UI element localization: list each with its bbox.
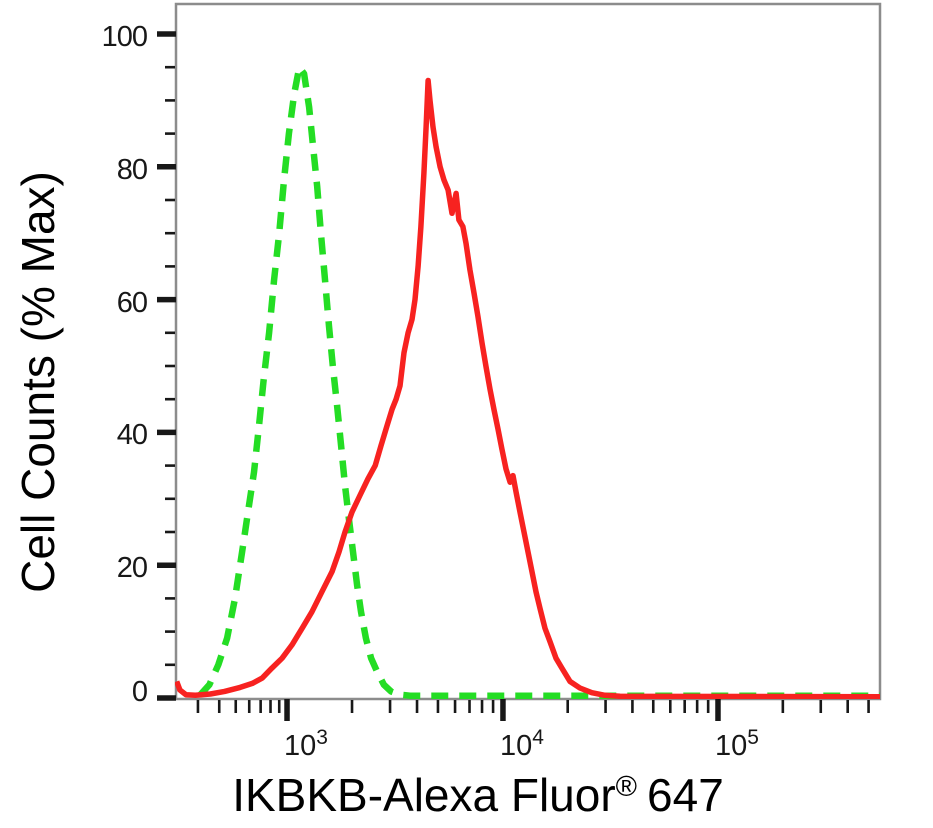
y-tick-label: 40 [116, 419, 148, 452]
y-tick-label: 60 [116, 286, 148, 319]
x-tick-base: 10 [284, 730, 317, 762]
x-tick-label: 105 [715, 727, 759, 761]
x-tick-exponent: 4 [532, 726, 544, 749]
x-tick-label: 103 [284, 727, 328, 761]
registered-trademark-symbol: ® [615, 771, 638, 803]
y-axis-title: Cell Counts (% Max) [12, 132, 64, 632]
x-tick-exponent: 3 [316, 726, 328, 749]
x-tick-label: 104 [500, 727, 544, 761]
x-tick-base: 10 [499, 730, 533, 762]
x-axis-title-text: IKBKB-Alexa Fluor [232, 769, 616, 821]
y-axis-title-text: Cell Counts (% Max) [12, 171, 64, 593]
x-tick-exponent: 5 [747, 726, 759, 749]
series-curve-green-dashed-control [197, 63, 880, 699]
series-curve-red-solid-stained [175, 77, 880, 699]
y-tick-label: 80 [116, 153, 148, 186]
x-axis-title-number: 647 [647, 769, 724, 821]
y-tick-label: 100 [101, 21, 148, 53]
x-axis-title: IKBKB-Alexa Fluor® 647 [232, 770, 724, 821]
plot-border [174, 2, 882, 701]
x-tick-base: 10 [714, 730, 748, 762]
y-tick-label: 20 [116, 552, 148, 585]
y-tick-label: 0 [131, 676, 148, 708]
